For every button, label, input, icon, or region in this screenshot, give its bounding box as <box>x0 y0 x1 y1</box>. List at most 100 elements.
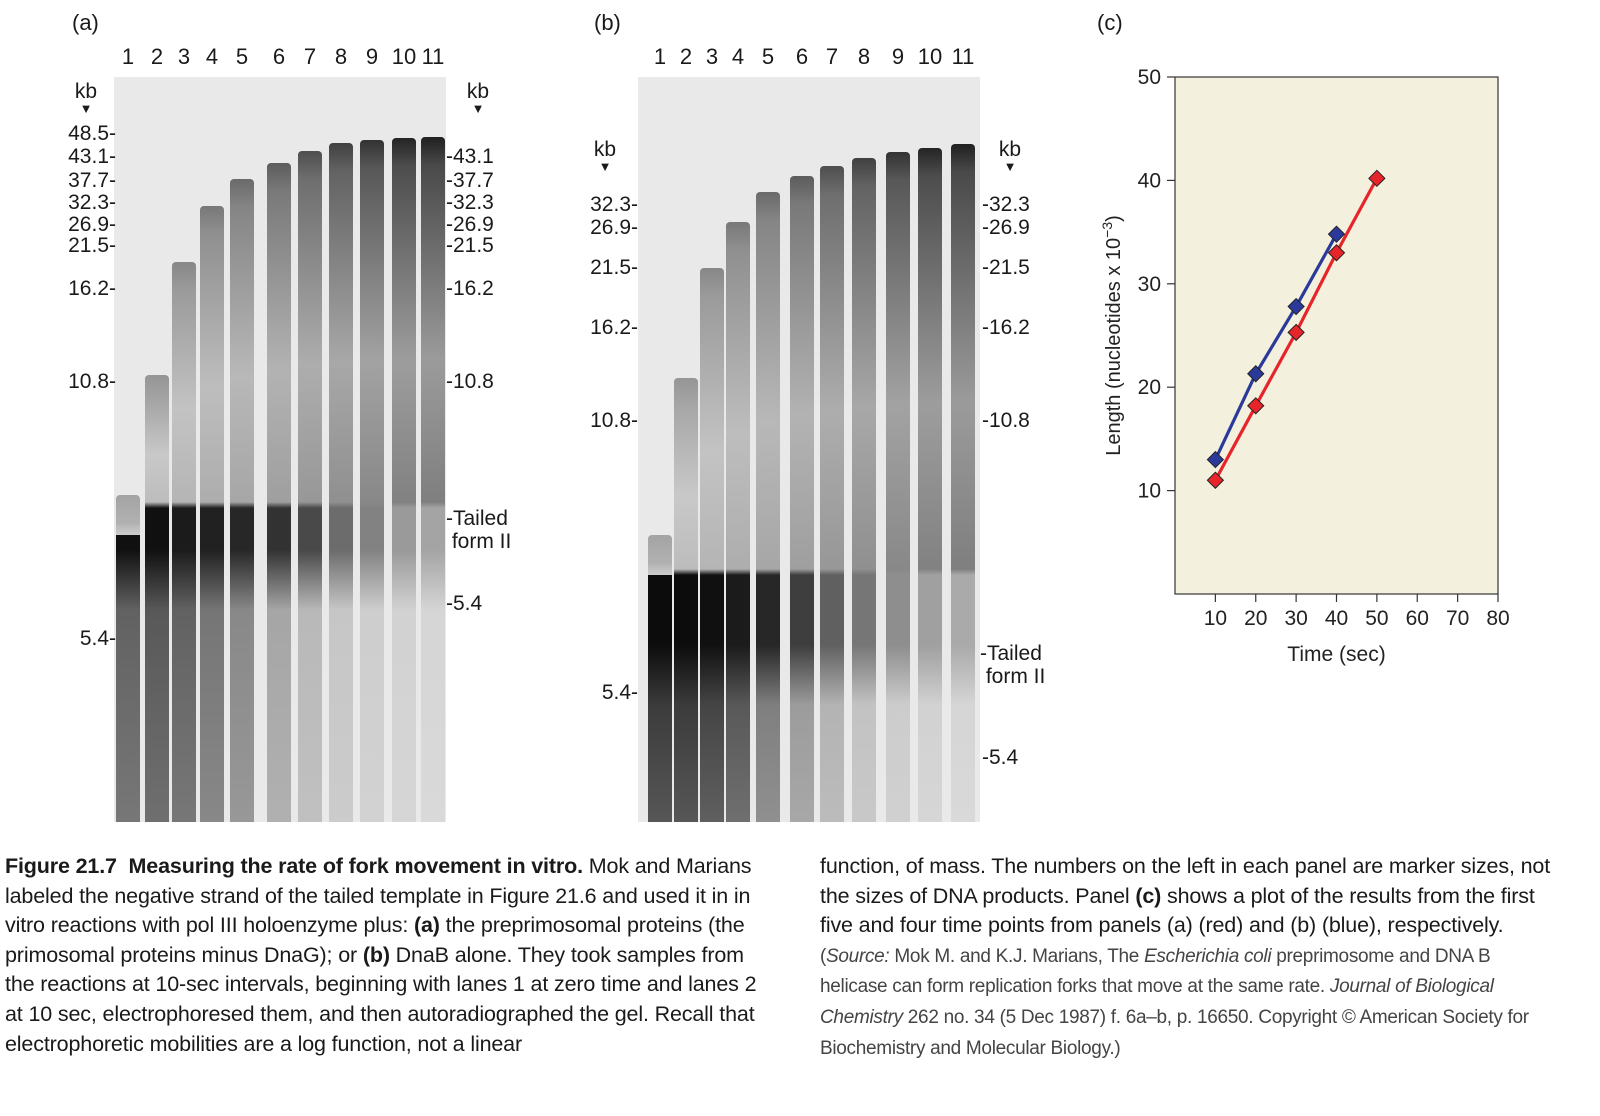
y-tick-label: 10 <box>1138 480 1161 503</box>
lane-number: 10 <box>391 44 417 69</box>
size-marker-left: 43.1- <box>68 145 116 168</box>
size-marker-right: -26.9 <box>982 216 1030 239</box>
lane-number: 8 <box>334 44 348 69</box>
lane-number: 7 <box>825 44 839 69</box>
gel-lane <box>756 192 780 822</box>
panel-b-tailed-form-label: -Tailed form II <box>980 642 1046 688</box>
x-tick-label: 70 <box>1446 607 1469 630</box>
gel-lane <box>360 140 384 822</box>
panel-b-gel-image <box>638 77 980 822</box>
lane-number: 4 <box>205 44 219 69</box>
panel-b-kb-right: kb ▼ <box>990 139 1030 174</box>
lane-number: 3 <box>177 44 191 69</box>
size-marker-right: -37.7 <box>446 169 494 192</box>
panel-a-tailed-form-label: -Tailed form II <box>446 507 512 553</box>
x-tick-label: 80 <box>1486 607 1509 630</box>
size-marker-left: 5.4- <box>79 627 116 650</box>
down-arrow-icon: ▼ <box>598 159 612 174</box>
data-point <box>1247 365 1265 383</box>
figure-caption-left: Figure 21.7 Measuring the rate of fork m… <box>5 854 757 1056</box>
panel-a-kb-right: kb ▼ <box>458 81 498 116</box>
lane-number: 2 <box>150 44 164 69</box>
lane-number: 5 <box>235 44 249 69</box>
size-marker-right: -5.4 <box>982 746 1019 769</box>
gel-lane <box>267 163 291 822</box>
gel-lane <box>116 495 140 822</box>
gel-lane <box>421 137 445 822</box>
data-point <box>1206 450 1225 469</box>
size-marker-right: -21.5 <box>982 256 1030 279</box>
lane-number: 8 <box>857 44 871 69</box>
figure-title: Measuring the rate of fork movement in v… <box>128 854 584 878</box>
panel-a-label: (a) <box>72 10 99 35</box>
lane-number: 6 <box>795 44 809 69</box>
data-point <box>1247 397 1265 415</box>
gel-lane <box>145 375 169 822</box>
data-point <box>1327 244 1346 262</box>
gel-lane <box>392 138 416 822</box>
gel-lane <box>230 179 254 822</box>
gel-lane <box>726 222 750 822</box>
size-marker-left: 16.2- <box>590 316 638 339</box>
panel-b-label: (b) <box>594 10 621 35</box>
down-arrow-icon: ▼ <box>79 101 93 116</box>
lane-number: 9 <box>365 44 379 69</box>
data-point <box>1287 297 1305 316</box>
x-tick-label: 50 <box>1365 607 1388 630</box>
x-tick-label: 20 <box>1244 607 1267 630</box>
x-tick-label: 40 <box>1325 607 1348 630</box>
figure-source-citation: (Source: Mok M. and K.J. Marians, The Es… <box>820 945 1529 1059</box>
lane-number: 11 <box>951 44 975 69</box>
y-axis-label: Length (nucleotides x 10−3) <box>1099 215 1125 456</box>
size-marker-left: 21.5- <box>68 234 116 257</box>
y-tick-label: 50 <box>1138 66 1161 89</box>
size-marker-left: 37.7- <box>68 169 116 192</box>
panel-c-label: (c) <box>1097 10 1123 35</box>
data-point <box>1327 225 1346 243</box>
size-marker-left: 48.5- <box>68 122 116 145</box>
x-tick-label: 60 <box>1406 607 1429 630</box>
size-marker-right: -16.2 <box>982 316 1030 339</box>
lane-number: 9 <box>891 44 905 69</box>
size-marker-right: -5.4 <box>446 592 483 615</box>
y-tick-label: 40 <box>1138 169 1161 192</box>
x-tick-label: 30 <box>1284 607 1307 630</box>
gel-lane <box>886 152 910 822</box>
size-marker-right: -43.1 <box>446 145 494 168</box>
lane-number: 6 <box>272 44 286 69</box>
size-marker-left: 32.3- <box>68 191 116 214</box>
series-line <box>1213 233 1338 461</box>
gel-lane <box>790 176 814 822</box>
gel-lane <box>700 268 724 822</box>
size-marker-left: 16.2- <box>68 277 116 300</box>
fork-rate-chart: 10 20 30 40 50 60 70 80 10 20 30 40 50 Time (sec) Leng… <box>1099 66 1510 666</box>
gel-lane <box>648 535 672 822</box>
panel-a-kb-left: kb ▼ <box>66 81 106 116</box>
size-marker-left: 26.9- <box>68 213 116 236</box>
size-marker-left: 32.3- <box>590 193 638 216</box>
lane-number: 11 <box>421 44 445 69</box>
lane-number: 1 <box>121 44 135 69</box>
size-marker-right: -10.8 <box>446 370 494 393</box>
figure-caption-right: function, of mass. The numbers on the le… <box>820 854 1551 1059</box>
size-marker-left: 10.8- <box>68 370 116 393</box>
panel-b-kb-left: kb ▼ <box>585 139 625 174</box>
gel-lane <box>918 148 942 822</box>
lane-number: 1 <box>653 44 667 69</box>
y-tick-label: 20 <box>1138 376 1161 399</box>
size-marker-right: -26.9 <box>446 213 494 236</box>
lane-number: 5 <box>761 44 775 69</box>
down-arrow-icon: ▼ <box>471 101 485 116</box>
gel-lane <box>674 378 698 822</box>
x-axis-label: Time (sec) <box>1287 643 1385 666</box>
size-marker-right: -10.8 <box>982 409 1030 432</box>
lane-number: 3 <box>705 44 719 69</box>
gel-lane <box>329 143 353 822</box>
y-tick-label: 30 <box>1138 273 1161 296</box>
lane-number: 10 <box>917 44 943 69</box>
plot-area <box>1174 76 1499 595</box>
size-marker-right: -21.5 <box>446 234 494 257</box>
down-arrow-icon: ▼ <box>1003 159 1017 174</box>
panel-a-gel-image <box>114 77 446 822</box>
size-marker-left: 5.4- <box>601 681 638 704</box>
